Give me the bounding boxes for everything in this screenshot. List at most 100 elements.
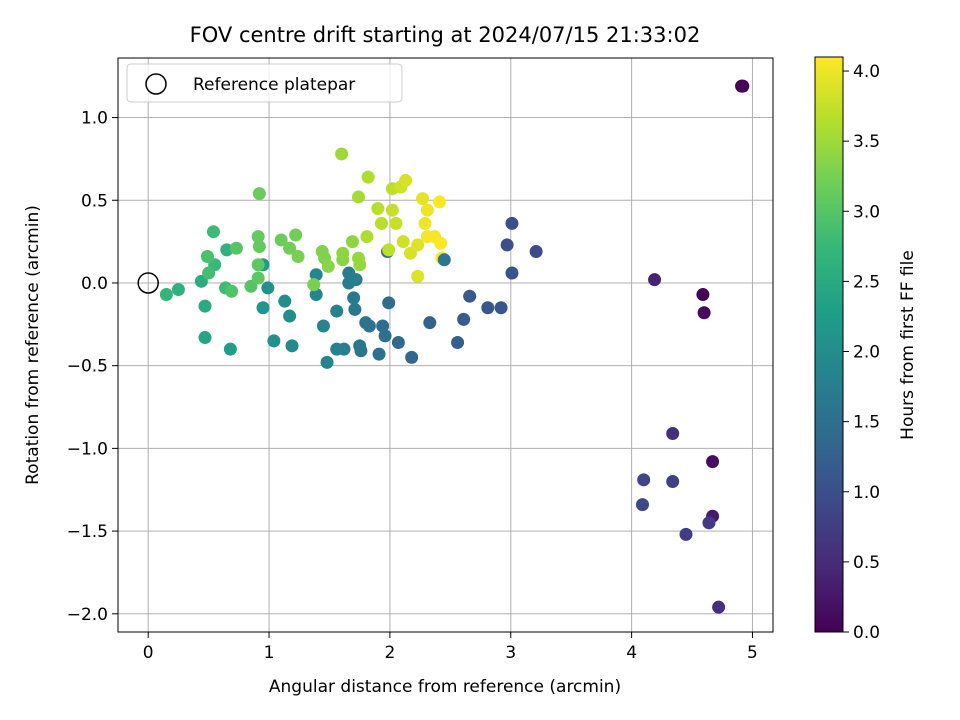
y-axis-label: Rotation from reference (arcmin) [23,205,43,485]
data-point [494,301,508,315]
data-point [309,268,323,282]
data-point [316,319,330,333]
data-point [289,228,303,242]
colorbar-tick-label: 1.0 [853,483,880,503]
data-point [736,79,750,93]
data-point [347,291,361,305]
data-point [220,243,234,257]
data-point [371,202,385,216]
data-point [278,294,292,308]
data-point [378,329,392,343]
data-point [351,190,365,204]
data-point [256,301,270,315]
data-point [391,336,405,350]
data-point [481,301,495,315]
data-points [159,79,750,614]
data-point [637,473,651,487]
data-point [706,455,720,469]
data-point [529,245,543,259]
data-point [374,216,388,230]
data-point [405,350,419,364]
legend-box [126,63,403,103]
data-point [411,238,425,252]
chart-title: FOV centre drift starting at 2024/07/15 … [190,23,701,47]
data-point [291,250,305,264]
data-point [696,288,710,302]
data-point [252,240,266,254]
colorbar-tick-label: 3.5 [853,132,880,152]
y-tick-label: 0.5 [81,191,108,211]
data-point [285,339,299,353]
y-tick-label: 1.0 [81,109,108,129]
data-point [345,235,359,249]
colorbar-ticks: 0.0 0.5 1.0 1.5 2.0 2.5 3.0 3.5 4.0 [843,62,880,643]
data-point [500,238,514,252]
data-point [252,187,266,201]
data-point [666,474,680,488]
data-point [159,288,173,302]
legend: Reference platepar [126,63,403,103]
data-point [420,203,434,217]
y-tick-label: −1.5 [67,522,108,542]
legend-reference-marker [145,73,167,95]
data-point [349,273,363,287]
axis-ticks: 0 1 2 3 4 5 −2.0 −1.5 −1.0 −0.5 0.0 0.5 1.0 [67,109,758,663]
y-tick-label: −2.0 [67,605,108,625]
data-point [283,241,297,255]
data-point [360,230,374,244]
data-point [399,173,413,187]
data-point [457,312,471,326]
data-point [505,216,519,230]
data-point [198,331,212,345]
y-tick-label: 0.0 [81,274,108,294]
colorbar-tick-label: 1.5 [853,413,880,433]
data-point [437,253,451,267]
data-point [200,250,214,264]
legend-label: Reference platepar [193,75,355,95]
data-point [251,271,265,285]
colorbar-tick-label: 2.0 [853,343,880,363]
data-point [389,216,403,230]
data-point [635,498,649,512]
data-point [432,195,446,209]
data-point [267,334,281,348]
data-point [648,273,662,287]
x-tick-label: 4 [626,643,637,663]
data-point [372,347,386,361]
data-point [697,306,711,320]
data-point [171,283,185,297]
data-point [666,426,680,440]
data-point [283,309,297,323]
data-point [451,336,465,350]
y-tick-label: −0.5 [67,357,108,377]
data-point [434,236,448,250]
data-point [309,288,323,302]
x-tick-label: 2 [384,643,395,663]
data-point [321,259,335,273]
colorbar-tick-label: 2.5 [853,272,880,292]
data-point [679,527,693,541]
plot-frame [117,57,774,633]
data-point [359,316,373,330]
data-point [198,299,212,313]
y-tick-label: −1.0 [67,439,108,459]
x-tick-label: 0 [143,643,154,663]
data-point [361,170,375,184]
reference-marker-layer [137,272,159,294]
data-point [330,304,344,318]
data-point [335,147,349,161]
x-tick-label: 5 [747,643,758,663]
data-point [382,296,396,310]
data-point [202,266,216,280]
colorbar-label: Hours from first FF file [898,250,918,440]
data-point [307,278,321,292]
colorbar-tick-label: 0.5 [853,553,880,573]
data-point [320,355,334,369]
data-point [354,344,368,358]
data-point [463,289,477,303]
data-point [702,516,716,530]
data-point [353,258,367,272]
data-point [505,266,519,280]
